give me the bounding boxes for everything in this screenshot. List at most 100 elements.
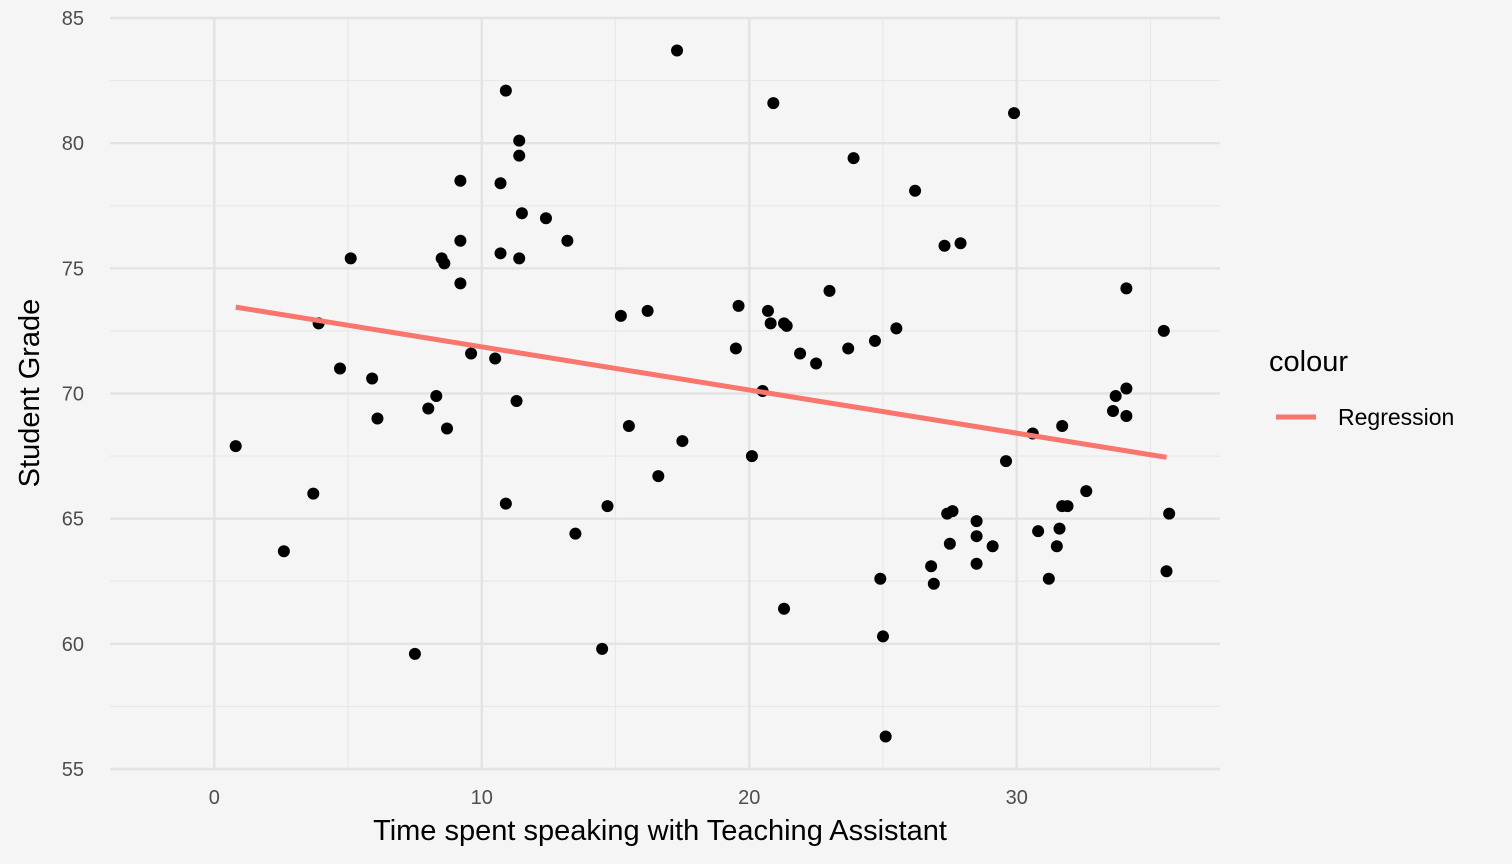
data-point bbox=[879, 730, 892, 743]
data-point bbox=[510, 395, 523, 408]
data-point bbox=[946, 505, 959, 518]
y-axis-title: Student Grade bbox=[14, 299, 46, 488]
data-point bbox=[430, 390, 443, 403]
data-point bbox=[229, 440, 242, 453]
data-point bbox=[1080, 485, 1093, 498]
y-tick-label: 60 bbox=[62, 634, 84, 656]
data-point bbox=[729, 342, 742, 355]
data-point bbox=[676, 435, 689, 448]
data-point bbox=[927, 577, 940, 590]
grid-major bbox=[110, 16, 1220, 771]
data-point bbox=[344, 252, 357, 265]
data-point bbox=[1157, 324, 1170, 337]
data-point bbox=[569, 527, 582, 540]
data-point bbox=[847, 152, 860, 165]
data-point bbox=[732, 299, 745, 312]
data-point bbox=[601, 500, 614, 513]
data-point bbox=[794, 347, 807, 360]
data-point bbox=[489, 352, 502, 365]
data-point bbox=[1061, 500, 1074, 513]
data-point bbox=[614, 309, 627, 322]
data-point bbox=[539, 212, 552, 225]
data-point bbox=[764, 317, 777, 330]
legend-label-regression: Regression bbox=[1338, 404, 1454, 430]
data-point bbox=[441, 422, 454, 435]
data-point bbox=[970, 530, 983, 543]
data-point bbox=[778, 602, 791, 615]
data-point bbox=[671, 44, 684, 57]
data-point bbox=[334, 362, 347, 375]
data-point bbox=[371, 412, 384, 425]
data-point bbox=[874, 572, 887, 585]
data-point bbox=[1109, 390, 1122, 403]
data-point bbox=[868, 334, 881, 347]
data-point bbox=[1032, 525, 1045, 538]
y-tick-label: 85 bbox=[62, 8, 84, 30]
data-point bbox=[925, 560, 938, 573]
x-tick-label: 20 bbox=[738, 787, 760, 809]
regression-layer bbox=[235, 304, 1167, 460]
data-point bbox=[909, 184, 922, 197]
legend-title: colour bbox=[1269, 346, 1348, 378]
data-point bbox=[366, 372, 379, 385]
data-point bbox=[1107, 405, 1120, 418]
data-point bbox=[986, 540, 999, 553]
data-point bbox=[515, 207, 528, 220]
data-point bbox=[1053, 522, 1066, 535]
data-point bbox=[596, 642, 609, 655]
data-point bbox=[454, 234, 467, 247]
data-point bbox=[780, 319, 793, 332]
data-point bbox=[465, 347, 478, 360]
data-point bbox=[767, 97, 780, 110]
data-point bbox=[513, 149, 526, 162]
y-tick-label: 80 bbox=[62, 133, 84, 155]
data-point bbox=[1056, 420, 1069, 433]
x-tick-label: 0 bbox=[209, 787, 220, 809]
data-point bbox=[842, 342, 855, 355]
data-point bbox=[970, 515, 983, 528]
y-tick-label: 75 bbox=[62, 258, 84, 280]
regression-line bbox=[235, 304, 1167, 460]
data-point bbox=[810, 357, 823, 370]
data-point bbox=[454, 174, 467, 187]
data-point bbox=[761, 304, 774, 317]
data-point bbox=[745, 450, 758, 463]
data-point bbox=[494, 247, 507, 260]
data-point bbox=[1042, 572, 1055, 585]
data-point bbox=[1120, 282, 1133, 295]
data-point bbox=[494, 177, 507, 190]
scatter-points bbox=[229, 44, 1176, 743]
data-point bbox=[943, 537, 956, 550]
data-point bbox=[970, 557, 983, 570]
data-point bbox=[890, 322, 903, 335]
data-point bbox=[1008, 107, 1021, 120]
data-point bbox=[641, 304, 654, 317]
y-tick-label: 70 bbox=[62, 384, 84, 406]
data-point bbox=[438, 257, 451, 270]
x-tick-labels: 0 10 20 30 bbox=[209, 787, 1028, 809]
data-point bbox=[652, 470, 665, 483]
data-point bbox=[823, 284, 836, 297]
data-point bbox=[1120, 382, 1133, 395]
data-point bbox=[307, 487, 320, 500]
data-point bbox=[408, 647, 421, 660]
data-point bbox=[499, 497, 512, 510]
data-point bbox=[422, 402, 435, 415]
y-tick-label: 65 bbox=[62, 509, 84, 531]
data-point bbox=[954, 237, 967, 250]
legend: colour Regression bbox=[1269, 346, 1454, 430]
x-tick-label: 30 bbox=[1006, 787, 1028, 809]
data-point bbox=[1000, 455, 1013, 468]
data-point bbox=[1160, 565, 1173, 578]
x-axis-title: Time spent speaking with Teaching Assist… bbox=[373, 815, 947, 847]
data-point bbox=[938, 239, 951, 252]
data-point bbox=[454, 277, 467, 290]
data-point bbox=[513, 252, 526, 265]
data-point bbox=[513, 134, 526, 147]
data-point bbox=[1120, 410, 1133, 423]
y-tick-label: 55 bbox=[62, 759, 84, 781]
data-point bbox=[561, 234, 574, 247]
data-point bbox=[1163, 507, 1176, 520]
